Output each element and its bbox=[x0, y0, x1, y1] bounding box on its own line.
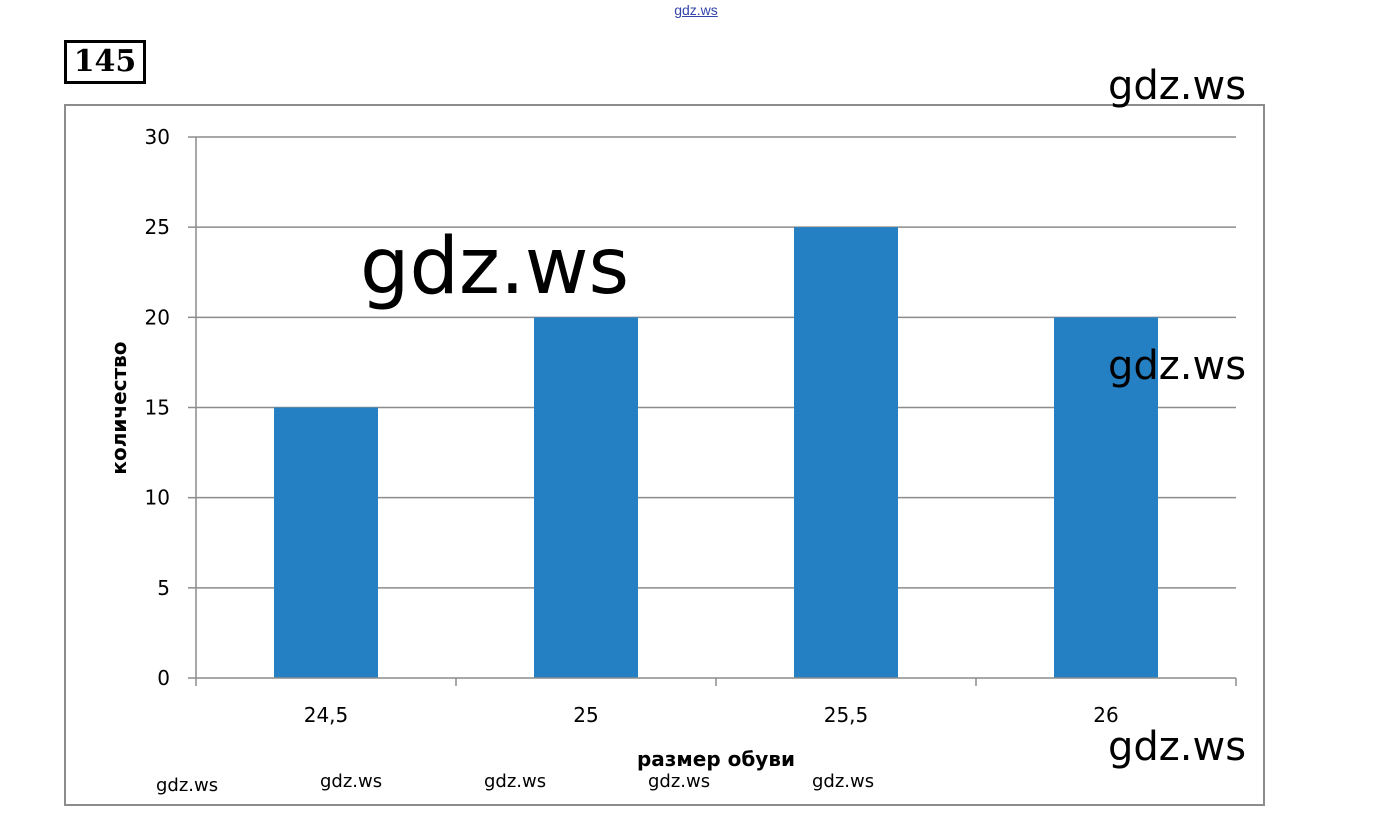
axes bbox=[188, 136, 1237, 686]
task-number-badge: 145 bbox=[64, 40, 146, 84]
watermark-right-bottom: gdz.ws bbox=[1108, 724, 1247, 770]
bar bbox=[534, 317, 638, 678]
watermark-bottom-1: gdz.ws bbox=[156, 775, 219, 796]
bar-chart: 0 5 10 15 20 25 30 24,5 25 25,5 26 размер обуви ко… bbox=[107, 125, 1237, 771]
watermark-bottom-2: gdz.ws bbox=[320, 771, 383, 792]
bar bbox=[274, 407, 378, 678]
bar bbox=[1054, 317, 1158, 678]
x-axis-title: размер обуви bbox=[637, 747, 795, 771]
x-tick-label: 26 bbox=[1093, 703, 1118, 727]
watermark-bottom-4: gdz.ws bbox=[648, 771, 711, 792]
y-tick-label: 30 bbox=[145, 125, 170, 149]
watermark-bottom-3: gdz.ws bbox=[484, 771, 547, 792]
bars bbox=[274, 227, 1158, 678]
y-tick-label: 25 bbox=[145, 215, 170, 239]
y-tick-label: 20 bbox=[145, 305, 170, 329]
y-tick-label: 10 bbox=[145, 486, 170, 510]
watermark-right-mid: gdz.ws bbox=[1108, 343, 1247, 389]
bar bbox=[794, 227, 898, 678]
y-tick-label: 5 bbox=[157, 576, 170, 600]
x-tick-label: 24,5 bbox=[304, 703, 349, 727]
watermark-center: gdz.ws bbox=[360, 222, 630, 312]
watermark-right-top: gdz.ws bbox=[1108, 63, 1247, 109]
y-tick-label: 15 bbox=[145, 396, 170, 420]
watermark-top: gdz.ws bbox=[674, 2, 718, 18]
tick-labels: 0 5 10 15 20 25 30 24,5 25 25,5 26 bbox=[145, 125, 1119, 727]
watermark-bottom-5: gdz.ws bbox=[812, 771, 875, 792]
x-tick-label: 25,5 bbox=[824, 703, 869, 727]
x-tick-label: 25 bbox=[573, 703, 598, 727]
y-tick-label: 0 bbox=[157, 666, 170, 690]
chart-area: 0 5 10 15 20 25 30 24,5 25 25,5 26 размер обуви ко… bbox=[64, 104, 1265, 806]
y-axis-title: количество bbox=[107, 341, 131, 474]
